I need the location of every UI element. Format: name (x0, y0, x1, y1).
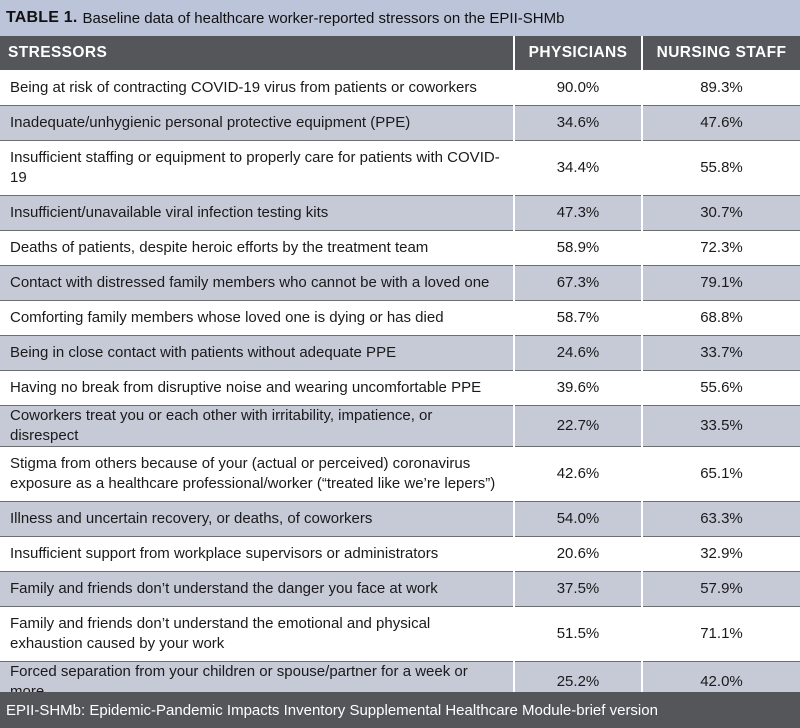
stressor-cell: Family and friends don’t understand the … (0, 606, 515, 662)
nursing-staff-value: 79.1% (642, 265, 800, 301)
table-row: Stigma from others because of your (actu… (0, 446, 800, 502)
stressor-cell: Having no break from disruptive noise an… (0, 370, 515, 406)
table-row: Illness and uncertain recovery, or death… (0, 501, 800, 537)
table-row: Being at risk of contracting COVID-19 vi… (0, 70, 800, 106)
nursing-staff-value: 33.7% (642, 335, 800, 371)
physicians-value: 51.5% (514, 606, 643, 662)
column-header-nursing-staff: NURSING STAFF (642, 36, 800, 71)
physicians-value: 47.3% (514, 195, 643, 231)
table-row: Inadequate/unhygienic personal protectiv… (0, 105, 800, 141)
physicians-value: 34.6% (514, 105, 643, 141)
column-header-physicians: PHYSICIANS (514, 36, 643, 71)
table-header: STRESSORS PHYSICIANS NURSING STAFF (0, 36, 800, 71)
stressor-cell: Illness and uncertain recovery, or death… (0, 501, 515, 537)
table-row: Insufficient/unavailable viral infection… (0, 195, 800, 231)
table-body: Being at risk of contracting COVID-19 vi… (0, 70, 800, 703)
stressor-cell: Insufficient staffing or equipment to pr… (0, 140, 515, 196)
physicians-value: 58.7% (514, 300, 643, 336)
table-row: Insufficient staffing or equipment to pr… (0, 140, 800, 196)
stressor-cell: Comforting family members whose loved on… (0, 300, 515, 336)
nursing-staff-value: 55.8% (642, 140, 800, 196)
table-row: Deaths of patients, despite heroic effor… (0, 230, 800, 266)
physicians-value: 39.6% (514, 370, 643, 406)
stressor-cell: Coworkers treat you or each other with i… (0, 405, 515, 447)
nursing-staff-value: 72.3% (642, 230, 800, 266)
stressor-cell: Being in close contact with patients wit… (0, 335, 515, 371)
nursing-staff-value: 89.3% (642, 70, 800, 106)
stressor-cell: Stigma from others because of your (actu… (0, 446, 515, 502)
physicians-value: 37.5% (514, 571, 643, 607)
nursing-staff-value: 55.6% (642, 370, 800, 406)
nursing-staff-value: 57.9% (642, 571, 800, 607)
stressor-cell: Family and friends don’t understand the … (0, 571, 515, 607)
stressor-cell: Insufficient/unavailable viral infection… (0, 195, 515, 231)
table-row: Having no break from disruptive noise an… (0, 370, 800, 406)
nursing-staff-value: 30.7% (642, 195, 800, 231)
table-row: Insufficient support from workplace supe… (0, 536, 800, 572)
table-title: Baseline data of healthcare worker-repor… (82, 9, 565, 27)
physicians-value: 90.0% (514, 70, 643, 106)
table-row: Comforting family members whose loved on… (0, 300, 800, 336)
nursing-staff-value: 47.6% (642, 105, 800, 141)
stressor-cell: Deaths of patients, despite heroic effor… (0, 230, 515, 266)
table-row: Being in close contact with patients wit… (0, 335, 800, 371)
nursing-staff-value: 65.1% (642, 446, 800, 502)
stressors-table: STRESSORS PHYSICIANS NURSING STAFF Being… (0, 36, 800, 703)
physicians-value: 22.7% (514, 405, 643, 447)
stressor-cell: Being at risk of contracting COVID-19 vi… (0, 70, 515, 106)
physicians-value: 58.9% (514, 230, 643, 266)
nursing-staff-value: 71.1% (642, 606, 800, 662)
stressor-cell: Inadequate/unhygienic personal protectiv… (0, 105, 515, 141)
stressor-cell: Insufficient support from workplace supe… (0, 536, 515, 572)
table-row: Contact with distressed family members w… (0, 265, 800, 301)
table-number: TABLE 1. (6, 9, 78, 26)
physicians-value: 42.6% (514, 446, 643, 502)
physicians-value: 20.6% (514, 536, 643, 572)
physicians-value: 34.4% (514, 140, 643, 196)
nursing-staff-value: 32.9% (642, 536, 800, 572)
table-row: Family and friends don’t understand the … (0, 571, 800, 607)
column-header-stressors: STRESSORS (0, 36, 515, 71)
table-row: Family and friends don’t understand the … (0, 606, 800, 662)
physicians-value: 54.0% (514, 501, 643, 537)
table-footnote: EPII-SHMb: Epidemic-Pandemic Impacts Inv… (0, 692, 800, 728)
table-row: Coworkers treat you or each other with i… (0, 405, 800, 447)
nursing-staff-value: 68.8% (642, 300, 800, 336)
physicians-value: 67.3% (514, 265, 643, 301)
stressor-cell: Contact with distressed family members w… (0, 265, 515, 301)
table-caption: TABLE 1. Baseline data of healthcare wor… (0, 0, 800, 36)
nursing-staff-value: 33.5% (642, 405, 800, 447)
nursing-staff-value: 63.3% (642, 501, 800, 537)
physicians-value: 24.6% (514, 335, 643, 371)
